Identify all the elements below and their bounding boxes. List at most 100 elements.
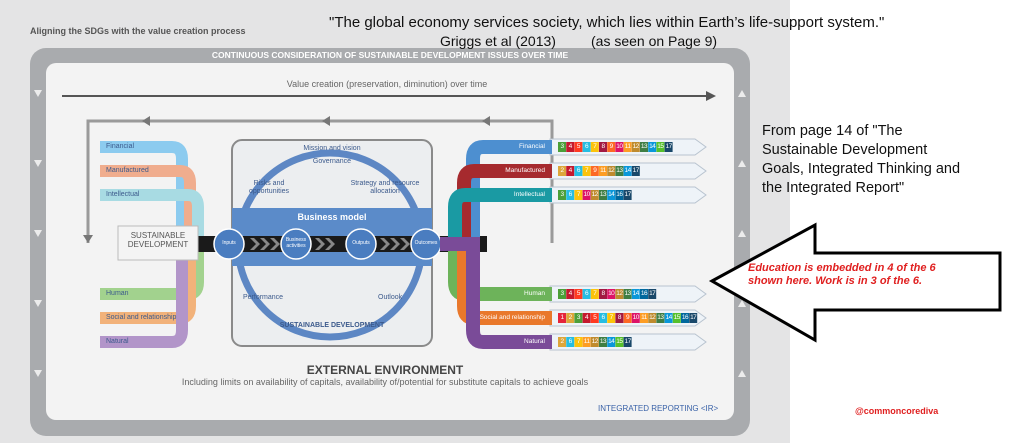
sdg-number: 6 [601, 314, 605, 321]
sdg-tile [590, 289, 599, 299]
sdg-tile [590, 337, 599, 347]
sdg-number: 6 [568, 338, 573, 345]
sd-box-label: SUSTAINABLE DEVELOPMENT [127, 231, 189, 249]
sdg-number: 13 [616, 167, 623, 174]
sdg-tile [640, 313, 648, 323]
sdg-number: 17 [632, 167, 640, 174]
sdg-tile [590, 142, 599, 152]
sdg-tile [623, 289, 632, 299]
sdg-tile [582, 289, 591, 299]
sdg-number: 12 [632, 143, 640, 150]
sdg-tile [607, 313, 616, 323]
sdg-number: 7 [576, 338, 581, 345]
ring-label: SUSTAINABLE DEVELOPMENT [279, 322, 385, 329]
sdg-tile [623, 166, 632, 176]
input-bands [100, 141, 215, 348]
feedback-loop [86, 119, 554, 243]
sdg-number: 4 [585, 314, 589, 321]
outputs-node: Outputs [352, 240, 370, 246]
risks: Risks and opportunities [248, 180, 290, 195]
sdg-tile [607, 289, 616, 299]
activities-node: Business activities [285, 237, 307, 249]
sdg-number: 13 [599, 191, 607, 198]
sdg-number: 9 [609, 143, 614, 150]
sdg-tile [599, 289, 607, 299]
sdg-number: 16 [681, 314, 689, 321]
sdg-number: 14 [649, 143, 656, 150]
sdg-number: 15 [673, 314, 681, 321]
output-band [440, 237, 552, 349]
sdg-tile [623, 337, 632, 347]
sdg-tile [623, 142, 632, 152]
sdg-number: 5 [576, 290, 581, 297]
sdg-tile [574, 166, 583, 176]
sdg-number: 17 [649, 290, 656, 297]
output-label: Manufactured [505, 167, 545, 174]
input-label: Intellectual [106, 191, 140, 198]
sdg-tile [599, 313, 607, 323]
sdg-tile [648, 289, 657, 299]
sdg-number: 6 [568, 191, 573, 198]
sdg-tile [599, 337, 607, 347]
sdg-number: 16 [616, 191, 623, 198]
output-label: Natural [524, 338, 545, 345]
business-model: Business model [297, 212, 367, 222]
input-band [100, 165, 215, 250]
sdg-tile [648, 313, 657, 323]
sdg-tile [566, 190, 575, 200]
sdg-number: 7 [593, 143, 597, 150]
sdg-number: 5 [593, 314, 597, 321]
sdg-number: 9 [593, 167, 597, 174]
sdg-number: 15 [657, 143, 664, 150]
sdg-number: 15 [616, 338, 623, 345]
sdg-tile [566, 289, 575, 299]
sdg-tile [558, 142, 566, 152]
sdg-number: 17 [665, 143, 672, 150]
sdg-tile [615, 337, 624, 347]
sdg-number: 5 [576, 143, 581, 150]
external-title: EXTERNAL ENVIRONMENT [306, 363, 464, 377]
sdg-number: 10 [616, 143, 623, 150]
sdg-number: 11 [600, 167, 606, 174]
input-band [100, 141, 215, 250]
output-band [440, 140, 552, 251]
sdg-number: 7 [576, 191, 581, 198]
sdg-tile [599, 166, 607, 176]
sdg-number: 17 [624, 338, 631, 345]
sdg-tile [664, 142, 673, 152]
sdg-tile [631, 166, 640, 176]
sdg-number: 11 [583, 338, 590, 345]
sdg-tile [558, 166, 566, 176]
sdg-tile [607, 337, 616, 347]
sdg-tile [664, 313, 673, 323]
callout-arrow [708, 222, 1002, 343]
inputs-node: Inputs [222, 240, 236, 246]
sdg-tile [599, 142, 607, 152]
output-label: Social and relationship [479, 314, 545, 321]
sdg-tile [566, 166, 575, 176]
sdg-number: 8 [601, 143, 605, 150]
sdg-tile [615, 190, 624, 200]
output-band [440, 188, 552, 251]
brand: INTEGRATED REPORTING <IR> [598, 404, 719, 413]
sdg-tile [615, 166, 624, 176]
sdg-number: 12 [591, 191, 599, 198]
performance: Performance [243, 294, 284, 301]
outcomes-node: Outcomes [414, 240, 438, 246]
sdg-tile [582, 337, 591, 347]
source-annotation: From page 14 of "The Sustainable Develop… [762, 123, 961, 196]
input-band [100, 189, 215, 250]
sdg-tile [689, 313, 698, 323]
credit: @commoncorediva [855, 406, 939, 416]
sdg-tile [590, 190, 599, 200]
sdg-number: 17 [624, 191, 631, 198]
sdg-number: 10 [608, 290, 615, 297]
sdg-tile [574, 337, 583, 347]
process-nodes [213, 228, 442, 260]
sdg-tile [648, 142, 657, 152]
sdg-tile [599, 190, 607, 200]
sdg-number: 6 [585, 143, 589, 150]
sdg-number: 7 [609, 314, 614, 321]
input-label: Natural [106, 338, 129, 345]
timeline-arrow-head [706, 91, 716, 101]
